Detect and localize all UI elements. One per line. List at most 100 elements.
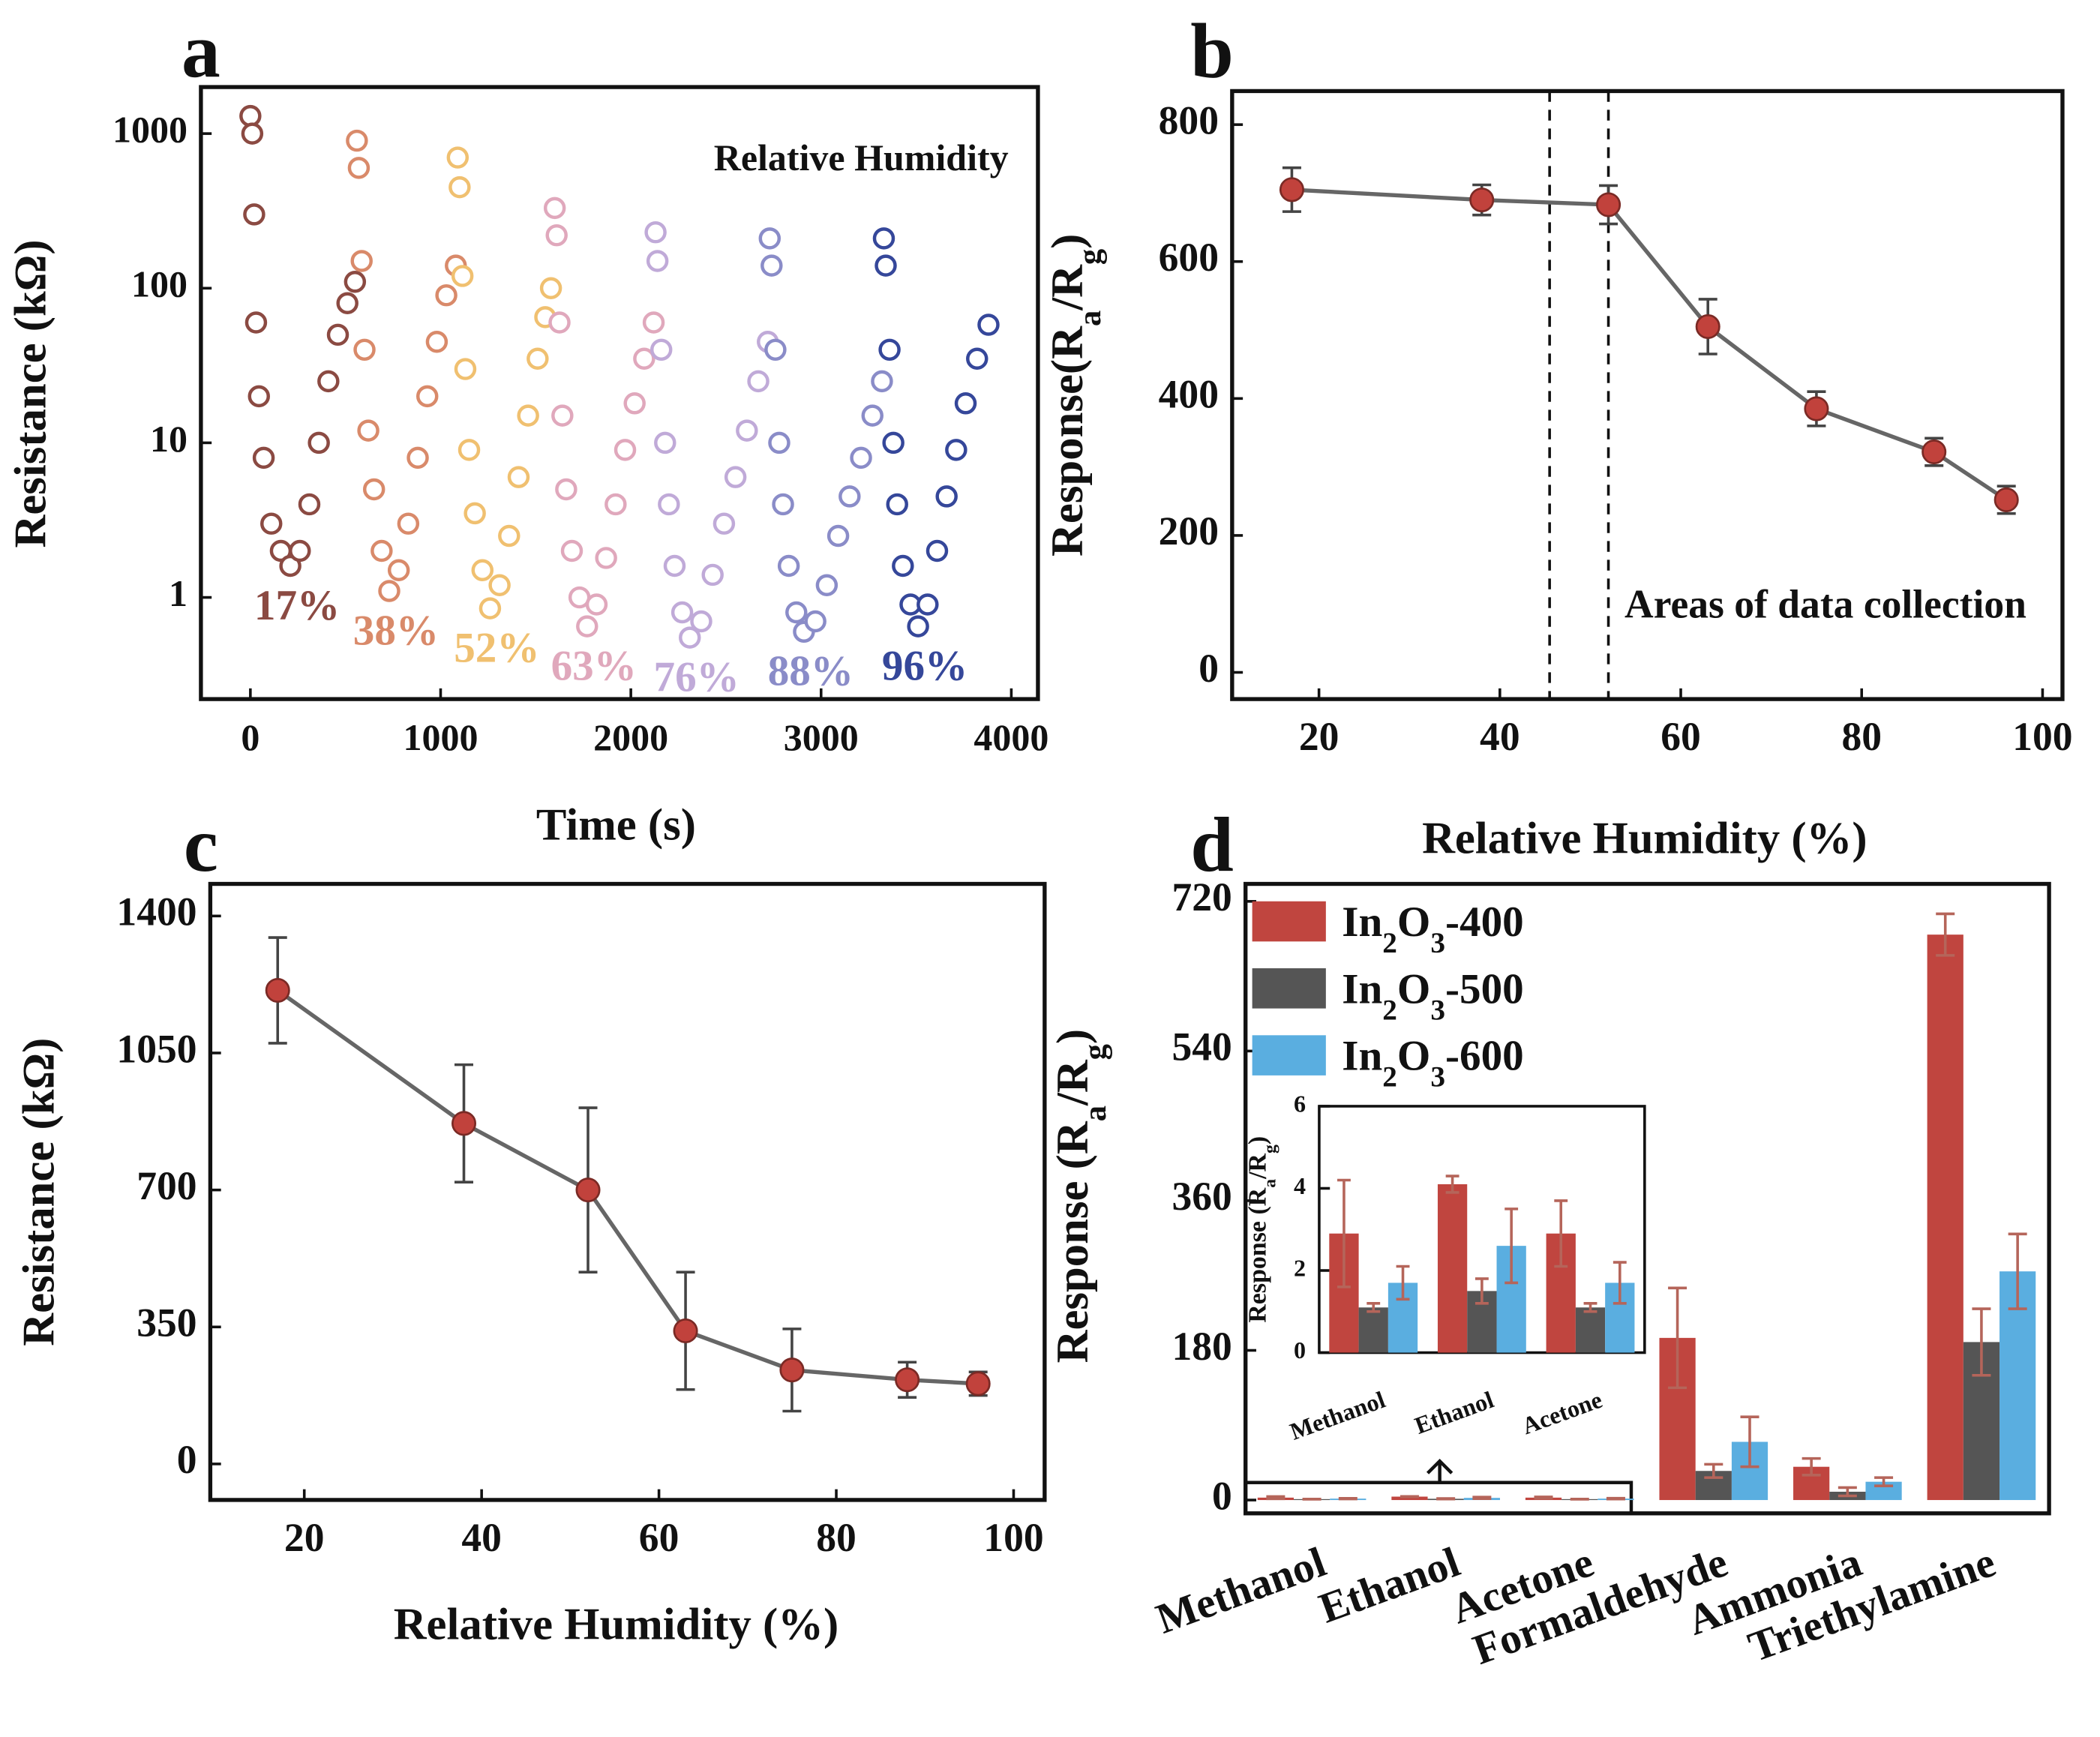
error-bar <box>1802 1456 1821 1477</box>
x-tick-label: 100 <box>2012 714 2072 759</box>
data-point <box>347 157 370 179</box>
data-point <box>595 547 617 569</box>
error-bar-line <box>1668 1286 1688 1390</box>
data-point <box>1596 192 1622 218</box>
data-point <box>772 493 794 516</box>
error-bar <box>1338 1496 1358 1501</box>
y-tick-label: 180 <box>1172 1324 1232 1369</box>
data-point <box>747 370 770 393</box>
inset-x-tick-label: Ethanol <box>1411 1386 1497 1439</box>
data-point <box>545 224 568 247</box>
data-point <box>289 539 311 562</box>
y-tick-label: 800 <box>1159 98 1219 142</box>
error-bar-line <box>1554 1199 1568 1268</box>
error-bar <box>1612 1261 1627 1305</box>
data-point <box>317 370 340 393</box>
data-point <box>370 539 393 562</box>
data-point <box>779 1358 805 1383</box>
inset-x-tick-label: Methanol <box>1286 1386 1388 1445</box>
series-label: 63% <box>551 643 637 690</box>
zoom-arrow <box>1426 1458 1454 1483</box>
x-tick-label: 60 <box>1660 714 1701 759</box>
plot-frame <box>199 85 1040 701</box>
data-point <box>907 615 929 638</box>
data-point <box>239 104 262 128</box>
data-point <box>614 439 637 461</box>
error-bar-line <box>1474 1277 1489 1305</box>
data-point <box>252 446 275 470</box>
data-point <box>954 392 977 415</box>
data-point <box>1279 177 1304 202</box>
data-point <box>555 478 578 501</box>
data-point <box>663 554 686 578</box>
panel-letter: a <box>182 8 220 94</box>
y-tick-label: 0 <box>177 1437 197 1482</box>
legend-label-part: 2 <box>1382 1060 1397 1093</box>
legend-label-part: 3 <box>1430 1060 1445 1093</box>
error-bar <box>1534 1496 1553 1500</box>
y-axis-label-part: ) <box>1048 1029 1098 1044</box>
error-bar <box>1874 1476 1894 1487</box>
data-point <box>815 574 838 596</box>
data-point <box>916 593 939 616</box>
error-bar-line <box>1612 1261 1627 1305</box>
legend-label-part: In <box>1342 965 1382 1012</box>
error-bar-line <box>1266 1495 1286 1501</box>
x-tick-label: 80 <box>816 1515 856 1560</box>
data-line <box>276 988 979 1386</box>
data-point <box>768 431 790 454</box>
inset-y-axis-label-part: ) <box>1244 1136 1271 1144</box>
data-point <box>760 254 783 277</box>
legend-label-part: O <box>1397 1033 1430 1080</box>
data-point <box>670 601 694 624</box>
data-point <box>1695 314 1720 339</box>
data-point <box>464 502 486 525</box>
data-point <box>248 385 270 408</box>
error-bar-line <box>1704 1462 1724 1479</box>
data-point <box>435 284 458 307</box>
y-tick-label: 540 <box>1172 1024 1232 1070</box>
y-axis-label-part: g <box>1077 1044 1112 1060</box>
data-point <box>265 977 290 1003</box>
data-point <box>673 1318 698 1344</box>
error-bar <box>1396 1264 1410 1301</box>
annotation: Areas of data collection <box>1624 581 2026 626</box>
data-point <box>397 512 420 535</box>
data-point <box>416 385 439 408</box>
y-tick-label: 100 <box>131 263 188 305</box>
data-point <box>604 493 627 516</box>
y-tick-label: 360 <box>1172 1174 1232 1219</box>
error-bar-line <box>1472 1496 1492 1500</box>
data-point <box>498 524 520 548</box>
series-label: 88% <box>768 648 854 695</box>
x-tick-label: 100 <box>983 1515 1043 1560</box>
inset-y-axis-label-part: a <box>1260 1179 1280 1188</box>
data-point <box>658 493 680 516</box>
x-tick-label: 1000 <box>404 716 478 758</box>
legend-swatch <box>1252 968 1326 1009</box>
data-point <box>326 323 350 346</box>
series-label: 38% <box>353 607 439 654</box>
data-point <box>357 419 380 442</box>
error-bar <box>1504 1208 1519 1285</box>
data-point <box>298 493 321 516</box>
x-tick-label: Methanol <box>1150 1538 1332 1643</box>
plot-frame <box>1230 88 2065 701</box>
y-tick-label: 0 <box>1212 1473 1232 1518</box>
y-axis-label-part: /R <box>1042 264 1093 311</box>
legend-label: In2O3-600 <box>1342 1033 1523 1094</box>
bar <box>1358 1307 1388 1353</box>
error-bar <box>1436 1497 1456 1501</box>
data-point <box>874 254 897 277</box>
error-bar <box>1972 1307 1991 1377</box>
error-bar-line <box>1606 1496 1625 1501</box>
bar <box>1437 1184 1468 1353</box>
error-bar <box>1740 1415 1760 1468</box>
data-point <box>406 446 429 470</box>
legend-label-part: 3 <box>1430 994 1445 1026</box>
data-point <box>642 311 665 334</box>
data-point <box>945 439 968 461</box>
inset-y-axis-label-part: Response (R <box>1244 1187 1271 1322</box>
error-bar-line <box>1445 1174 1460 1194</box>
